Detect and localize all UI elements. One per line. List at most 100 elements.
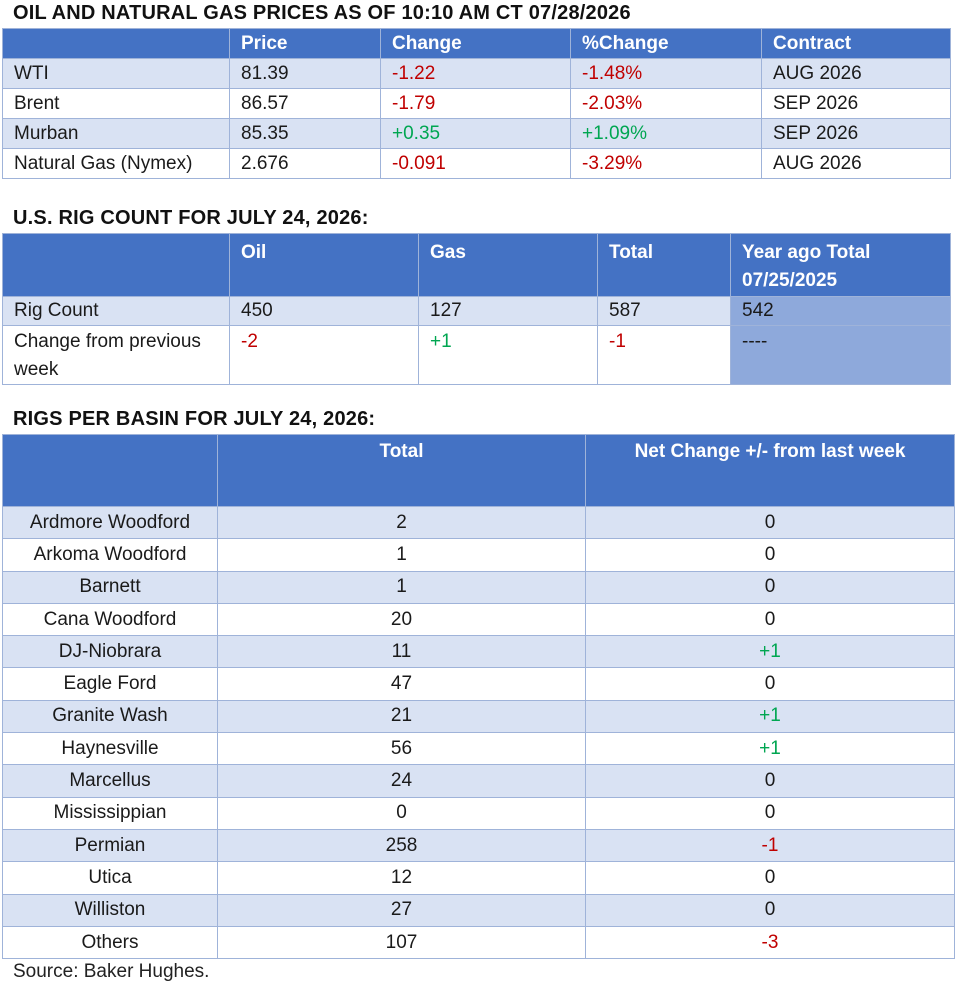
basin-total: 20 bbox=[217, 602, 586, 637]
table-row: DJ-Niobrara 11 +1 bbox=[2, 635, 955, 669]
basin-total: 2 bbox=[217, 505, 586, 540]
basin-name: Others bbox=[2, 925, 218, 960]
basin-net-change: -1 bbox=[585, 828, 955, 863]
price-value: 2.676 bbox=[229, 148, 381, 179]
basin-total: 21 bbox=[217, 699, 586, 734]
commodity-name: Murban bbox=[2, 118, 230, 149]
basin-net-change: 0 bbox=[585, 796, 955, 830]
rig-count-total: 587 bbox=[597, 296, 731, 326]
change-gas: +1 bbox=[418, 325, 598, 385]
basin-total: 0 bbox=[217, 796, 586, 830]
rigs-header-gas: Gas bbox=[418, 233, 598, 297]
table-row: Ardmore Woodford 2 0 bbox=[2, 505, 955, 540]
prices-table: Price Change %Change Contract WTI 81.39 … bbox=[2, 28, 951, 179]
basin-net-change: 0 bbox=[585, 602, 955, 637]
basin-name: Granite Wash bbox=[2, 699, 218, 734]
rigs-title: U.S. RIG COUNT FOR JULY 24, 2026: bbox=[13, 207, 369, 229]
basin-name: Arkoma Woodford bbox=[2, 538, 218, 572]
rigs-header-label bbox=[2, 233, 230, 297]
pct-change-value: -2.03% bbox=[570, 88, 762, 119]
basin-total: 107 bbox=[217, 925, 586, 960]
prices-header-change: Change bbox=[380, 28, 571, 59]
basins-header-name bbox=[2, 434, 218, 507]
table-row: Rig Count 450 127 587 542 bbox=[2, 296, 951, 326]
rigs-header-oil: Oil bbox=[229, 233, 419, 297]
basin-name: Cana Woodford bbox=[2, 602, 218, 637]
commodity-name: WTI bbox=[2, 58, 230, 89]
rig-count-gas: 127 bbox=[418, 296, 598, 326]
contract-value: SEP 2026 bbox=[761, 88, 951, 119]
table-row: Barnett 1 0 bbox=[2, 570, 955, 604]
source-note: Source: Baker Hughes. bbox=[13, 961, 210, 982]
basin-total: 1 bbox=[217, 570, 586, 604]
pct-change-value: -3.29% bbox=[570, 148, 762, 179]
change-oil: -2 bbox=[229, 325, 419, 385]
rigs-header-year-ago: Year ago Total 07/25/2025 bbox=[730, 233, 951, 297]
basin-name: Mississippian bbox=[2, 796, 218, 830]
table-row: Change from previous week -2 +1 -1 ---- bbox=[2, 325, 951, 385]
basin-total: 1 bbox=[217, 538, 586, 572]
price-value: 85.35 bbox=[229, 118, 381, 149]
basin-name: Ardmore Woodford bbox=[2, 505, 218, 540]
price-value: 81.39 bbox=[229, 58, 381, 89]
prices-header-row: Price Change %Change Contract bbox=[2, 28, 951, 59]
basins-body: Ardmore Woodford 2 0 Arkoma Woodford 1 0 Barne… bbox=[2, 505, 955, 960]
table-row: Williston 27 0 bbox=[2, 893, 955, 927]
basin-total: 47 bbox=[217, 667, 586, 701]
basin-name: Marcellus bbox=[2, 764, 218, 798]
table-row: Others 107 -3 bbox=[2, 925, 955, 960]
contract-value: AUG 2026 bbox=[761, 148, 951, 179]
basin-total: 11 bbox=[217, 635, 586, 669]
table-row: Granite Wash 21 +1 bbox=[2, 699, 955, 734]
basin-total: 24 bbox=[217, 764, 586, 798]
basins-title: RIGS PER BASIN FOR JULY 24, 2026: bbox=[13, 408, 376, 430]
basin-net-change: 0 bbox=[585, 570, 955, 604]
basin-net-change: 0 bbox=[585, 505, 955, 540]
basin-name: Eagle Ford bbox=[2, 667, 218, 701]
basin-total: 12 bbox=[217, 861, 586, 895]
table-row: Murban 85.35 +0.35 +1.09% SEP 2026 bbox=[2, 118, 951, 149]
prices-header-name bbox=[2, 28, 230, 59]
pct-change-value: -1.48% bbox=[570, 58, 762, 89]
basins-header-row: Total Net Change +/- from last week bbox=[2, 434, 955, 507]
basin-net-change: -3 bbox=[585, 925, 955, 960]
rig-count-table: Oil Gas Total Year ago Total 07/25/2025 … bbox=[2, 233, 951, 385]
basin-total: 27 bbox=[217, 893, 586, 927]
price-value: 86.57 bbox=[229, 88, 381, 119]
change-year-ago: ---- bbox=[730, 325, 951, 385]
table-row: Natural Gas (Nymex) 2.676 -0.091 -3.29% … bbox=[2, 148, 951, 179]
change-total: -1 bbox=[597, 325, 731, 385]
change-value: -1.22 bbox=[380, 58, 571, 89]
basin-name: Haynesville bbox=[2, 732, 218, 766]
table-row: Utica 12 0 bbox=[2, 861, 955, 895]
prices-header-pct-change: %Change bbox=[570, 28, 762, 59]
basin-net-change: +1 bbox=[585, 635, 955, 669]
table-row: Mississippian 0 0 bbox=[2, 796, 955, 830]
rigs-header-total: Total bbox=[597, 233, 731, 297]
basin-name: Permian bbox=[2, 828, 218, 863]
table-row: Marcellus 24 0 bbox=[2, 764, 955, 798]
basin-name: Barnett bbox=[2, 570, 218, 604]
contract-value: SEP 2026 bbox=[761, 118, 951, 149]
change-value: +0.35 bbox=[380, 118, 571, 149]
commodity-name: Natural Gas (Nymex) bbox=[2, 148, 230, 179]
table-row: WTI 81.39 -1.22 -1.48% AUG 2026 bbox=[2, 58, 951, 89]
table-row: Brent 86.57 -1.79 -2.03% SEP 2026 bbox=[2, 88, 951, 119]
basin-net-change: 0 bbox=[585, 893, 955, 927]
basin-name: DJ-Niobrara bbox=[2, 635, 218, 669]
commodity-name: Brent bbox=[2, 88, 230, 119]
table-row: Arkoma Woodford 1 0 bbox=[2, 538, 955, 572]
rigs-header-row: Oil Gas Total Year ago Total 07/25/2025 bbox=[2, 233, 951, 297]
basin-net-change: 0 bbox=[585, 538, 955, 572]
prices-header-price: Price bbox=[229, 28, 381, 59]
prices-title: OIL AND NATURAL GAS PRICES AS OF 10:10 A… bbox=[13, 2, 631, 24]
basins-header-net-change: Net Change +/- from last week bbox=[585, 434, 955, 507]
prices-header-contract: Contract bbox=[761, 28, 951, 59]
change-value: -1.79 bbox=[380, 88, 571, 119]
basin-total: 56 bbox=[217, 732, 586, 766]
basin-net-change: +1 bbox=[585, 699, 955, 734]
basin-net-change: 0 bbox=[585, 861, 955, 895]
basin-net-change: +1 bbox=[585, 732, 955, 766]
table-row: Eagle Ford 47 0 bbox=[2, 667, 955, 701]
table-row: Cana Woodford 20 0 bbox=[2, 602, 955, 637]
